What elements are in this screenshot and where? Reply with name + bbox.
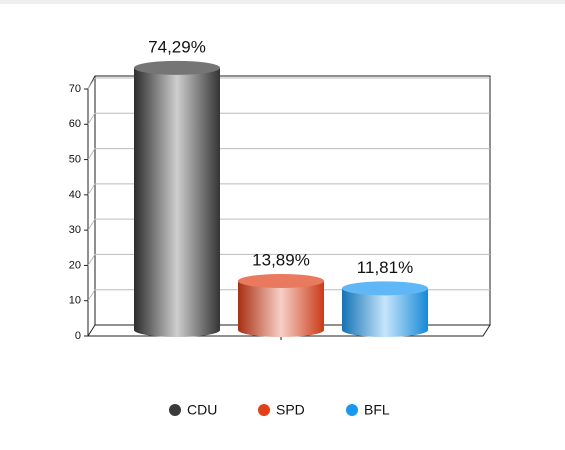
y-tick-label: 50 (69, 153, 81, 165)
y-tick-label: 30 (69, 224, 81, 236)
bar-body (134, 67, 220, 330)
grid-line-side (87, 113, 96, 125)
bar (342, 281, 428, 337)
legend-swatch (258, 404, 270, 416)
legend-label: CDU (187, 402, 217, 418)
legend-swatch (169, 404, 181, 416)
bar-top (238, 273, 324, 288)
bar (238, 273, 324, 337)
grid-line-side (87, 148, 96, 160)
grid-line-side (87, 77, 96, 90)
bar (134, 60, 220, 337)
grid-line-side (87, 183, 96, 196)
bar-top (342, 281, 428, 296)
y-tick-label: 20 (69, 259, 81, 271)
y-tick-label: 10 (69, 295, 81, 307)
legend-swatch (346, 404, 358, 416)
grid-line-side (87, 254, 96, 266)
grid-line-side (87, 289, 96, 301)
grid-line-side (87, 218, 96, 231)
legend-label: BFL (364, 402, 390, 418)
value-label: 74,29% (148, 37, 206, 56)
value-label: 11,81% (357, 258, 413, 277)
value-label: 13,89% (252, 250, 310, 269)
top-strip (0, 0, 565, 4)
bar-top (134, 60, 220, 75)
y-tick-label: 60 (69, 118, 81, 130)
legend-label: SPD (276, 402, 305, 418)
bar-body (238, 280, 324, 330)
y-tick-label: 70 (69, 83, 81, 95)
y-tick-label: 40 (69, 189, 81, 201)
y-tick-label: 0 (75, 330, 81, 342)
